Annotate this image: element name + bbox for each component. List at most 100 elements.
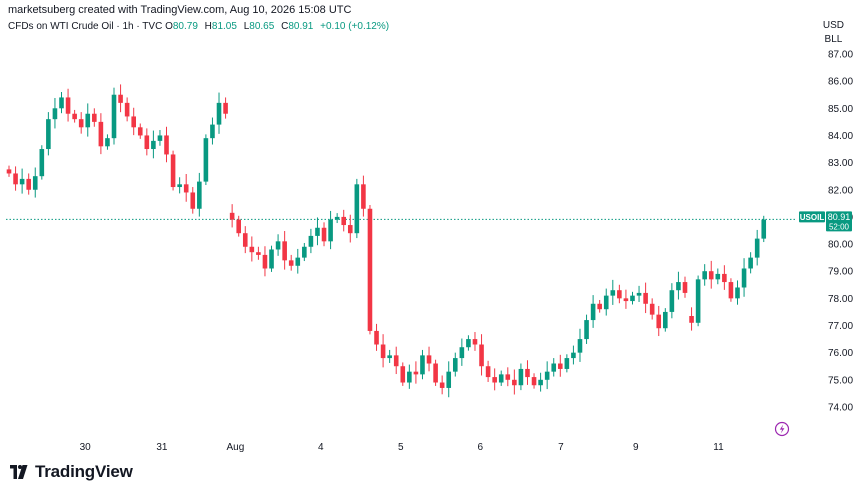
candle-body — [708, 271, 714, 280]
candle-body — [466, 339, 471, 348]
y-tick-label: 77.00 — [828, 321, 853, 332]
candle-body — [92, 113, 97, 122]
candle-body — [203, 138, 209, 182]
symbol-tag-text: USOIL — [800, 213, 825, 222]
x-tick-label: 11 — [713, 442, 724, 453]
candle-body — [761, 219, 767, 239]
candle-body — [676, 282, 681, 291]
candle-body — [216, 102, 222, 125]
candle-body — [262, 254, 268, 269]
candle-body — [623, 298, 629, 302]
time-axis[interactable]: 30 31 Aug 4 5 6 7 9 11 — [80, 442, 725, 453]
candle-body — [275, 241, 281, 250]
y-tick-label: 80.00 — [828, 240, 853, 251]
candle-body — [315, 227, 320, 236]
candle-body — [131, 116, 136, 128]
candle-body — [577, 339, 583, 353]
candle-body — [531, 377, 537, 386]
unit-label: BLL — [824, 34, 843, 45]
candle-body — [649, 303, 655, 315]
candle-body — [295, 257, 301, 266]
candle-body — [669, 290, 675, 312]
candle-body — [544, 371, 550, 380]
candle-body — [59, 97, 64, 109]
candle-body — [525, 368, 530, 378]
y-tick-label: 78.00 — [828, 294, 853, 305]
candle-body — [242, 233, 248, 247]
currency-unit[interactable]: USD BLL — [823, 19, 844, 47]
candle-body — [78, 119, 84, 128]
candle-body — [334, 216, 340, 220]
candle-body — [328, 219, 333, 242]
tradingview-logo-icon — [10, 465, 28, 479]
candle-body — [302, 246, 307, 258]
candle-body — [321, 227, 327, 242]
ohlc-close-key: C — [281, 21, 289, 32]
candle-body — [177, 184, 182, 188]
candle-body — [564, 358, 570, 369]
candle-body — [46, 119, 51, 150]
candle-body — [433, 363, 438, 383]
candle-body — [584, 320, 589, 340]
ohlc-open-value: 80.79 — [172, 21, 198, 32]
ohlc-low-value: 80.65 — [249, 21, 275, 32]
candle-body — [735, 287, 740, 299]
candle-body — [393, 355, 399, 367]
candle-body — [26, 178, 31, 190]
candle-body — [190, 192, 196, 209]
candle-body — [518, 368, 524, 386]
y-tick-label: 84.00 — [828, 131, 853, 142]
candle-body — [643, 292, 648, 304]
candle-body — [452, 358, 458, 372]
candle-body — [663, 311, 668, 329]
ohlc-high-key: H — [204, 21, 212, 32]
candle-body — [636, 292, 642, 296]
y-tick-label: 79.00 — [828, 267, 853, 278]
candle-body — [728, 282, 734, 299]
candle-body — [610, 290, 616, 296]
candle-body — [479, 344, 484, 367]
candle-body — [354, 184, 360, 234]
candle-body — [380, 344, 386, 359]
candle-body — [72, 113, 77, 120]
ohlc-open-key: O — [165, 21, 173, 32]
candle-body — [223, 102, 228, 114]
candle-body — [748, 257, 753, 269]
lightning-icon[interactable] — [774, 421, 790, 437]
price-axis[interactable]: 87.0086.0085.0084.0083.0082.0081.0080.00… — [828, 50, 853, 414]
candle-body — [6, 169, 12, 174]
tradingview-logo: TradingView — [8, 462, 133, 482]
candle-body — [498, 374, 504, 383]
candle-body — [124, 102, 130, 117]
candle-body — [689, 315, 694, 323]
candle-body — [407, 371, 412, 383]
candle-body — [137, 127, 143, 136]
tradingview-logo-text: TradingView — [35, 462, 133, 481]
candle-body — [597, 303, 602, 310]
candle-body — [367, 208, 373, 331]
candle-body — [98, 121, 104, 147]
candle-body — [459, 347, 465, 359]
candle-body — [682, 282, 688, 293]
candle-body — [197, 181, 202, 209]
candle-body — [105, 138, 110, 147]
x-tick-label: 4 — [318, 442, 324, 453]
y-tick-label: 86.00 — [828, 77, 853, 88]
candle-body — [144, 135, 150, 150]
price-tag-text: 80.91 — [828, 212, 851, 222]
candle-body — [722, 273, 727, 283]
candle-body — [341, 216, 347, 226]
candle-body — [400, 366, 406, 383]
candle-body — [347, 225, 353, 234]
candle-body — [236, 219, 242, 234]
candle-body — [702, 271, 707, 280]
candle-body — [52, 108, 58, 120]
symbol-title[interactable]: CFDs on WTI Crude Oil · 1h · TVC — [8, 21, 163, 32]
x-tick-label: 5 — [398, 442, 404, 453]
candle-body — [118, 94, 123, 103]
candle-body — [210, 124, 215, 139]
price-change: +0.10 (+0.12%) — [320, 21, 390, 32]
candle-body — [111, 94, 117, 139]
